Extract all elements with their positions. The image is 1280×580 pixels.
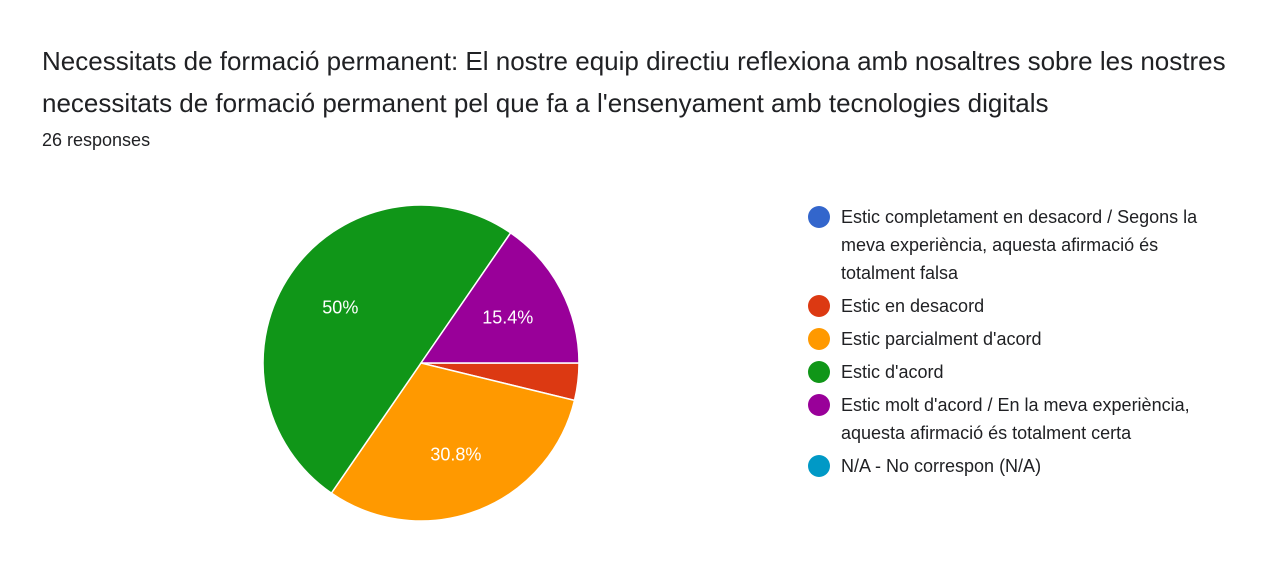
slice-data-label: 50% <box>322 297 358 317</box>
response-count: 26 responses <box>42 130 151 150</box>
legend-item-estic-completament-en-desacord[interactable]: Estic completament en desacord / Segons … <box>808 203 1208 287</box>
legend-label: Estic d'acord <box>841 362 944 382</box>
legend-item-n-a-no-correspon-n-a[interactable]: N/A - No correspon (N/A) <box>808 452 1208 480</box>
legend-swatch <box>808 361 830 383</box>
legend-label: Estic en desacord <box>841 296 985 316</box>
pie-slice-estic-d-acord[interactable] <box>262 204 512 495</box>
slice-data-label: 30.8% <box>430 445 481 465</box>
legend-item-estic-en-desacord[interactable]: Estic en desacord <box>808 292 1208 320</box>
chart-legend: Estic completament en desacord / Segons … <box>808 203 1208 485</box>
legend-label: N/A - No correspon (N/A) <box>841 456 1042 476</box>
legend-label: Estic parcialment d'acord <box>841 329 1042 349</box>
slice-data-label: 15.4% <box>482 307 533 327</box>
legend-swatch <box>808 328 830 350</box>
pie-slice-estic-molt-d-acord-en-la-meva-[interactable] <box>419 231 580 364</box>
legend-item-estic-d-acord[interactable]: Estic d'acord <box>808 358 1208 386</box>
legend-item-estic-parcialment-d-acord[interactable]: Estic parcialment d'acord <box>808 325 1208 353</box>
legend-swatch <box>808 394 830 416</box>
legend-swatch <box>808 295 830 317</box>
legend-label: Estic completament en desacord / Segons … <box>841 207 1198 283</box>
legend-swatch <box>808 455 830 477</box>
legend-item-estic-molt-d-acord-en-la-meva-[interactable]: Estic molt d'acord / En la meva experièn… <box>808 391 1208 447</box>
chart-title: Necessitats de formació permanent: El no… <box>42 46 1226 118</box>
legend-swatch <box>808 206 830 228</box>
legend-label: Estic molt d'acord / En la meva experièn… <box>841 395 1190 443</box>
pie-slice-estic-parcialment-d-acord[interactable] <box>330 362 576 522</box>
